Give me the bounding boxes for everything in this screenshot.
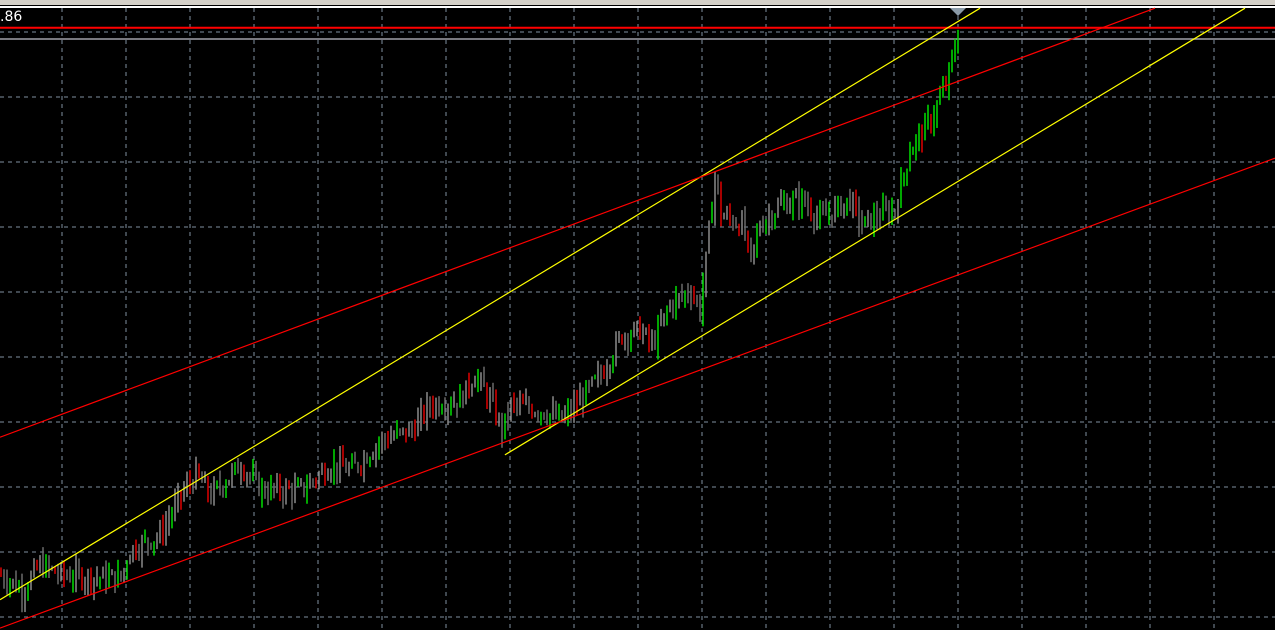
candlestick-bars — [0, 29, 959, 613]
horizontal-lines — [0, 26, 1275, 40]
window-top-border — [0, 0, 1275, 5]
trend-lines[interactable] — [0, 7, 1275, 629]
price-label: .86 — [0, 9, 23, 25]
triangle-down-icon — [950, 8, 966, 16]
grid — [0, 6, 1275, 630]
red-trend-line — [0, 157, 1275, 629]
red-trend-line — [0, 7, 1156, 438]
yellow-trend-line — [0, 7, 981, 601]
yellow-trend-line — [504, 7, 1246, 456]
last-bar-marker — [950, 8, 966, 16]
